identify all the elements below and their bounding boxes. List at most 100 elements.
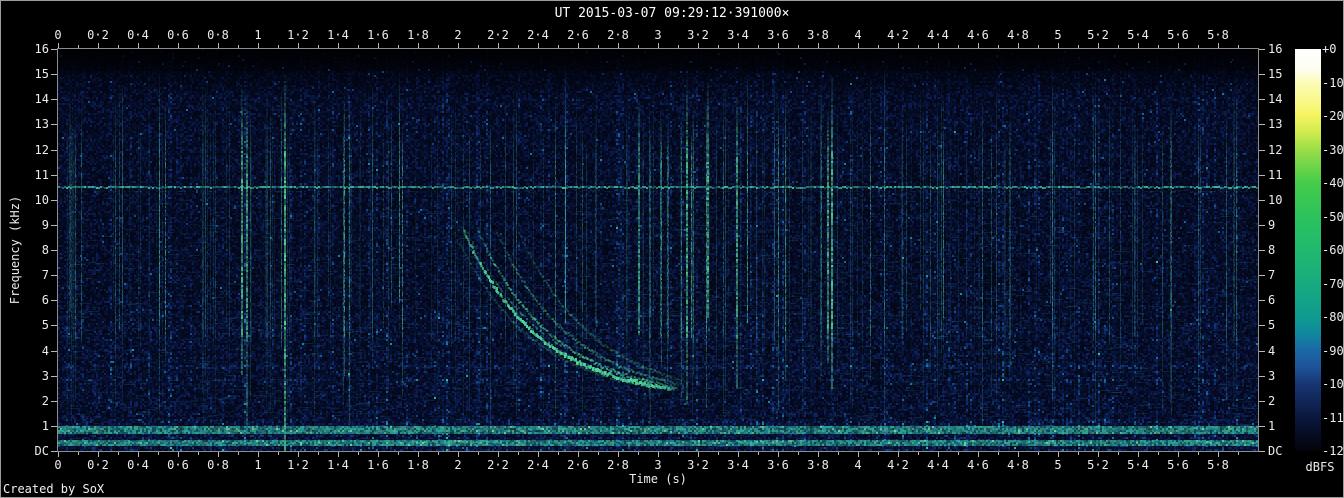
x-minortick-bottom	[958, 452, 959, 455]
y-tick-left	[51, 224, 57, 226]
x-minortick-top	[158, 45, 159, 48]
x-tick-label-top: 0·2	[87, 28, 109, 42]
y-tick-label-left: 10	[34, 192, 49, 207]
x-tick-label-top: 5	[1054, 28, 1062, 42]
x-tick-top	[1178, 43, 1179, 48]
x-tick-label-top: 4·4	[927, 28, 949, 42]
x-minortick-top	[878, 45, 879, 48]
colorbar-tick-label: -10	[1322, 75, 1344, 90]
x-tick-bottom	[1098, 452, 1099, 457]
y-tick-label-right: 7	[1268, 268, 1276, 283]
spectrogram-plot-area	[57, 48, 1259, 452]
y-tick-right	[1259, 49, 1265, 50]
y-tick-left	[51, 124, 57, 126]
x-minortick-top	[958, 45, 959, 48]
x-tick-label-top: 0·8	[207, 28, 229, 42]
y-tick-right	[1259, 224, 1265, 226]
x-tick-bottom	[778, 452, 779, 457]
x-minortick-top	[478, 45, 479, 48]
x-minortick-bottom	[998, 452, 999, 455]
created-by-sox-label: Created by SoX	[3, 482, 105, 496]
y-tick-label-left: 15	[34, 67, 49, 82]
y-tick-left	[51, 250, 57, 251]
x-tick-bottom	[1178, 452, 1179, 457]
x-minortick-top	[798, 45, 799, 48]
y-tick-left	[51, 325, 57, 327]
x-tick-bottom	[98, 452, 99, 457]
y-tick-left	[51, 451, 57, 452]
y-tick-label-left: 6	[41, 293, 49, 308]
y-tick-label-right: 3	[1268, 368, 1276, 383]
x-tick-bottom	[1138, 452, 1139, 457]
y-tick-right	[1259, 275, 1265, 277]
x-tick-label-top: 3	[654, 28, 662, 42]
x-tick-label-top: 0·4	[127, 28, 149, 42]
x-tick-bottom	[58, 452, 59, 457]
x-tick-bottom	[418, 452, 419, 457]
y-tick-label-right: 8	[1268, 243, 1276, 257]
x-tick-top	[618, 43, 619, 48]
y-tick-right	[1259, 425, 1265, 427]
x-minortick-bottom	[1158, 452, 1159, 455]
x-tick-top	[378, 43, 379, 48]
x-tick-label-bottom: 3·6	[767, 458, 789, 472]
x-tick-label-bottom: 2·4	[527, 458, 549, 472]
x-minortick-top	[638, 45, 639, 48]
x-tick-bottom	[1018, 452, 1019, 457]
y-tick-right	[1259, 124, 1265, 126]
colorbar-tick-label: -90	[1322, 343, 1344, 358]
x-tick-label-bottom: 4	[854, 458, 862, 472]
y-tick-label-left: 11	[34, 167, 49, 182]
colorbar-gradient	[1295, 49, 1321, 451]
x-tick-top	[698, 43, 699, 48]
y-tick-right	[1259, 199, 1265, 201]
x-tick-bottom	[1058, 452, 1059, 457]
x-minortick-bottom	[398, 452, 399, 455]
x-tick-bottom	[698, 452, 699, 457]
x-minortick-top	[1198, 45, 1199, 48]
x-tick-label-bottom: 3·2	[687, 458, 709, 472]
x-tick-top	[98, 43, 99, 48]
x-tick-label-top: 0·6	[167, 28, 189, 42]
y-tick-label-left: 3	[41, 368, 49, 383]
x-minortick-bottom	[278, 452, 279, 455]
x-tick-top	[218, 43, 219, 48]
y-tick-label-right: 9	[1268, 217, 1276, 232]
y-tick-label-right: 4	[1268, 343, 1276, 358]
x-minortick-bottom	[158, 452, 159, 455]
y-tick-right	[1259, 250, 1265, 251]
y-tick-label-right: DC	[1268, 444, 1283, 458]
y-tick-left	[51, 199, 57, 201]
x-tick-label-top: 3·4	[727, 28, 749, 42]
y-tick-label-left: 1	[41, 418, 49, 433]
x-tick-bottom	[138, 452, 139, 457]
x-tick-label-bottom: 0·8	[207, 458, 229, 472]
y-tick-label-right: 12	[1268, 142, 1283, 157]
y-tick-label-right: 11	[1268, 167, 1283, 182]
x-minortick-bottom	[718, 452, 719, 455]
y-tick-label-right: 15	[1268, 67, 1283, 82]
x-tick-top	[778, 43, 779, 48]
x-minortick-bottom	[238, 452, 239, 455]
x-minortick-bottom	[838, 452, 839, 455]
x-tick-label-top: 4·6	[967, 28, 989, 42]
x-minortick-top	[238, 45, 239, 48]
x-tick-label-top: 4·8	[1007, 28, 1029, 42]
x-minortick-top	[758, 45, 759, 48]
y-tick-left	[51, 350, 57, 352]
x-tick-label-bottom: 5·2	[1087, 458, 1109, 472]
x-tick-top	[458, 43, 459, 48]
x-tick-label-bottom: 0	[54, 458, 62, 472]
x-minortick-top	[558, 45, 559, 48]
x-minortick-top	[918, 45, 919, 48]
y-tick-label-left: 9	[41, 217, 49, 232]
x-minortick-top	[598, 45, 599, 48]
x-tick-top	[58, 43, 59, 48]
y-tick-right	[1259, 300, 1265, 302]
spectrogram-canvas	[58, 49, 1258, 451]
x-minortick-top	[518, 45, 519, 48]
x-minortick-top	[118, 45, 119, 48]
x-tick-label-top: 3·2	[687, 28, 709, 42]
x-tick-top	[978, 43, 979, 48]
x-minortick-bottom	[518, 452, 519, 455]
